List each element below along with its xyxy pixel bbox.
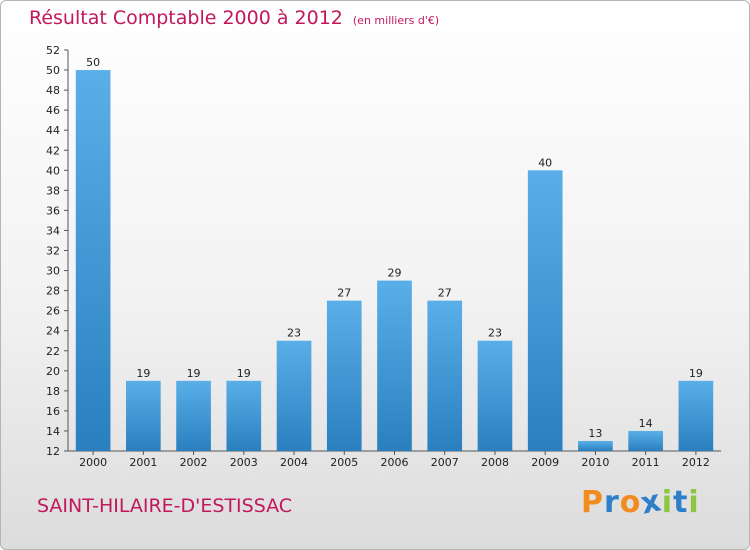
bar-2000 (75, 70, 111, 452)
bar-2003 (226, 380, 262, 451)
y-tick-label: 48 (46, 84, 60, 97)
data-label-2004: 23 (287, 327, 301, 340)
bar-2005 (326, 300, 362, 451)
logo-letter: i (688, 485, 700, 520)
data-label-2011: 14 (639, 417, 653, 430)
bar-2001 (126, 380, 161, 451)
data-label-2009: 40 (538, 156, 552, 169)
bar-2010 (578, 440, 613, 451)
y-tick-label: 24 (46, 325, 60, 338)
y-tick-label: 34 (46, 224, 60, 237)
x-tick-label: 2008 (481, 456, 509, 469)
data-label-2007: 27 (438, 287, 452, 300)
logo-letter: i (661, 485, 674, 520)
x-tick-label: 2001 (129, 456, 157, 469)
data-label-2001: 19 (136, 367, 150, 380)
y-tick-label: 36 (46, 204, 60, 217)
y-tick-label: 26 (46, 305, 60, 318)
bar-2011 (628, 430, 663, 451)
y-axis: 12 14 16 18 20 22 24 26 28 30 32 34 36 38 40 42 44 46 48 50… (46, 44, 69, 458)
x-tick-label: 2010 (581, 456, 609, 469)
y-tick-label: 38 (46, 184, 60, 197)
location-name: SAINT-HILAIRE-D'ESTISSAC (37, 495, 293, 517)
logo-letter: P (581, 485, 604, 520)
x-tick-label: 2006 (381, 456, 409, 469)
y-tick-label: 12 (46, 445, 60, 458)
y-tick-label: 44 (46, 124, 60, 137)
x-tick-label: 2005 (330, 456, 358, 469)
bar-2004 (276, 340, 312, 451)
x-tick-label: 2003 (230, 456, 258, 469)
y-tick-label: 20 (46, 365, 60, 378)
data-label-2000: 50 (86, 56, 100, 69)
logo-letter: t (673, 485, 689, 520)
y-tick-label: 50 (46, 64, 60, 77)
x-tick-label: 2004 (280, 456, 308, 469)
x-tick-label: 2009 (531, 456, 559, 469)
data-label-2003: 19 (237, 367, 251, 380)
bar-2006 (377, 280, 412, 451)
y-tick-label: 46 (46, 104, 60, 117)
x-tick-label: 2000 (79, 456, 107, 469)
x-tick-label: 2011 (632, 456, 660, 469)
proxiti-logo: Proxiti (581, 483, 700, 521)
data-label-2002: 19 (187, 367, 201, 380)
chart-title-block: Résultat Comptable 2000 à 2012 (en millie… (29, 7, 439, 29)
bar-2008 (477, 340, 513, 451)
x-tick-label: 2002 (180, 456, 208, 469)
data-label-2006: 29 (388, 267, 402, 280)
bar-2002 (176, 380, 211, 451)
x-tick-label: 2012 (682, 456, 710, 469)
y-tick-label: 18 (46, 385, 60, 398)
bar-2012 (678, 380, 714, 451)
y-tick-label: 40 (46, 164, 60, 177)
x-tick-label: 2007 (431, 456, 459, 469)
chart-title: Résultat Comptable 2000 à 2012 (29, 7, 343, 29)
y-tick-label: 30 (46, 265, 60, 278)
y-tick-label: 22 (46, 345, 60, 358)
x-axis: 2000 2001 2002 2003 2004 2005 2006 2007 2008 2009… (68, 450, 721, 469)
y-tick-label: 14 (46, 425, 60, 438)
y-tick-label: 52 (46, 44, 60, 57)
data-label-2012: 19 (689, 367, 703, 380)
data-label-2005: 27 (337, 287, 351, 300)
logo-letter: o (619, 485, 642, 520)
data-label-2008: 23 (488, 327, 502, 340)
logo-letter: r (604, 485, 620, 520)
bar-series: 50 19 19 19 23 27 29 27 23 40 13 14 19 (75, 56, 714, 452)
chart-unit: (en milliers d'€) (352, 14, 440, 27)
bar-2007 (427, 300, 463, 451)
y-tick-label: 16 (46, 405, 60, 418)
y-tick-label: 32 (46, 245, 60, 258)
data-label-2010: 13 (588, 427, 602, 440)
y-tick-label: 42 (46, 144, 60, 157)
bar-2009 (527, 170, 563, 452)
y-tick-label: 28 (46, 285, 60, 298)
